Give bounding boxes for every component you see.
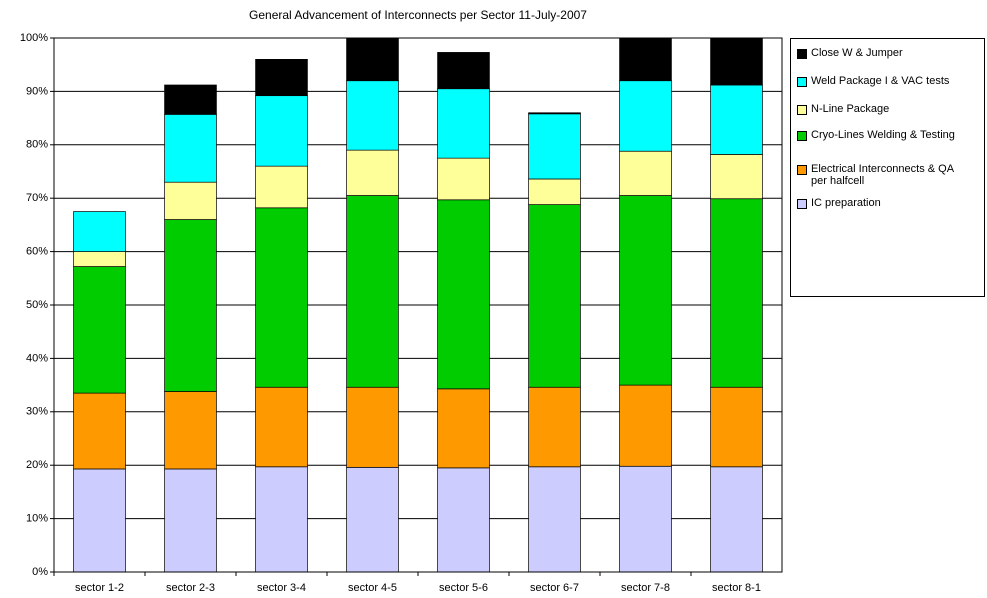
y-tick-label: 90% — [26, 85, 48, 97]
x-tick-label: sector 6-7 — [530, 582, 579, 594]
legend-label: IC preparation — [811, 197, 881, 209]
bar-segment — [346, 149, 399, 196]
bar-segment — [619, 384, 672, 467]
bar-segment — [710, 466, 763, 573]
bar-segment — [164, 114, 217, 183]
bar-segment — [619, 195, 672, 386]
y-tick-label: 50% — [26, 299, 48, 311]
bar-segment — [710, 386, 763, 468]
legend-item: N-Line Package — [797, 103, 977, 115]
bar-segment — [528, 466, 581, 573]
bar-segment — [164, 181, 217, 220]
bar-segment — [619, 80, 672, 152]
legend-item: Weld Package I & VAC tests — [797, 75, 977, 87]
bar-segment — [164, 219, 217, 392]
y-tick-label: 80% — [26, 139, 48, 151]
bar-segment — [437, 52, 490, 90]
legend-item: Electrical Interconnects & QA per halfce… — [797, 163, 977, 187]
y-tick-label: 30% — [26, 406, 48, 418]
legend-item: Cryo-Lines Welding & Testing — [797, 129, 977, 141]
legend-item: IC preparation — [797, 197, 977, 209]
y-tick-label: 20% — [26, 459, 48, 471]
bar-segment — [619, 37, 672, 82]
bar-segment — [73, 251, 126, 267]
bar-segment — [255, 95, 308, 167]
legend-item: Close W & Jumper — [797, 47, 977, 59]
plot-border — [53, 37, 783, 573]
bar-segment — [619, 465, 672, 573]
bar-segment — [255, 386, 308, 468]
bar-segment — [528, 386, 581, 468]
bar-segment — [164, 84, 217, 115]
y-tick-label: 40% — [26, 352, 48, 364]
y-tick-label: 100% — [20, 32, 48, 44]
x-tick-label: sector 5-6 — [439, 582, 488, 594]
x-tick-label: sector 4-5 — [348, 582, 397, 594]
bar-segment — [710, 37, 763, 86]
x-tick-label: sector 8-1 — [712, 582, 761, 594]
legend-swatch — [797, 165, 807, 175]
x-tick-label: sector 3-4 — [257, 582, 306, 594]
legend-swatch — [797, 49, 807, 59]
bar-segment — [437, 157, 490, 201]
legend-swatch — [797, 77, 807, 87]
bar-segment — [437, 388, 490, 469]
bar-segment — [255, 165, 308, 209]
bar-segment — [255, 59, 308, 97]
bar-segment — [73, 211, 126, 252]
bar-segment — [437, 467, 490, 573]
bar-segment — [528, 112, 581, 115]
bar-segment — [346, 386, 399, 468]
y-tick-label: 60% — [26, 246, 48, 258]
legend-label: Electrical Interconnects & QA per halfce… — [811, 163, 954, 187]
bar-segment — [619, 150, 672, 196]
bar-segment — [73, 392, 126, 470]
legend: Close W & Jumper Weld Package I & VAC tes… — [790, 38, 985, 297]
bar-segment — [346, 80, 399, 151]
bar-segment — [528, 178, 581, 205]
legend-swatch — [797, 105, 807, 115]
legend-label: Cryo-Lines Welding & Testing — [811, 129, 955, 141]
y-tick-label: 70% — [26, 192, 48, 204]
bar-segment — [255, 207, 308, 388]
bar-segment — [528, 113, 581, 180]
bar-segment — [437, 88, 490, 159]
bar-segment — [73, 266, 126, 394]
bar-segment — [710, 198, 763, 388]
bar-segment — [346, 37, 399, 82]
legend-label: N-Line Package — [811, 103, 890, 115]
legend-label: Close W & Jumper — [811, 47, 903, 59]
y-tick-label: 10% — [26, 513, 48, 525]
x-tick-label: sector 1-2 — [75, 582, 124, 594]
x-tick-label: sector 7-8 — [621, 582, 670, 594]
y-tick-label: 0% — [32, 566, 48, 578]
x-tick-label: sector 2-3 — [166, 582, 215, 594]
bar-segment — [255, 466, 308, 573]
bar-segment — [164, 468, 217, 573]
bar-segment — [73, 468, 126, 573]
chart-title: General Advancement of Interconnects per… — [249, 8, 587, 22]
bar-segment — [710, 154, 763, 200]
legend-swatch — [797, 131, 807, 141]
bar-segment — [346, 466, 399, 573]
bar-segment — [164, 391, 217, 470]
bar-segment — [710, 84, 763, 155]
bar-segment — [346, 195, 399, 388]
bar-segment — [528, 204, 581, 388]
legend-swatch — [797, 199, 807, 209]
bar-segment — [437, 199, 490, 390]
legend-label: Weld Package I & VAC tests — [811, 75, 950, 87]
